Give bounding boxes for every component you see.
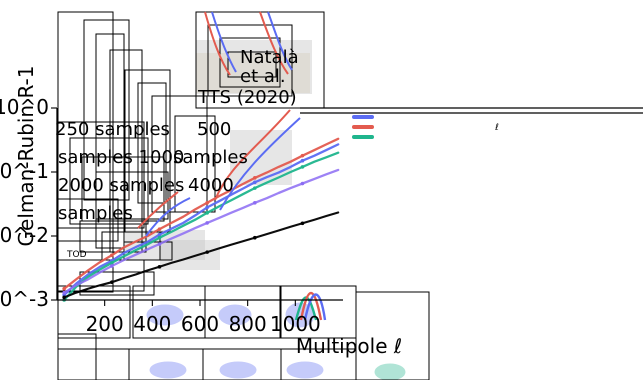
series-point-black-0 xyxy=(62,295,66,300)
x-tick-label-1: 400 xyxy=(133,312,171,336)
series-point-purple-12 xyxy=(205,221,209,225)
annotation-text-2: TTS (2020) xyxy=(197,87,297,108)
panel-box-7 xyxy=(174,115,216,213)
panel-box-29 xyxy=(207,24,293,97)
y-tick-label-3: 10^0 xyxy=(0,95,49,119)
series-layer xyxy=(62,11,340,321)
x-tick-label-0: 200 xyxy=(86,312,124,336)
x-tick-label-2: 600 xyxy=(181,312,219,336)
series-line-blue xyxy=(63,143,340,297)
panel-box-24 xyxy=(57,348,130,380)
series-point-green-20 xyxy=(300,165,305,169)
series-line-red xyxy=(63,137,340,290)
series-point-green-12 xyxy=(205,211,209,215)
series-point-blue-12 xyxy=(205,205,209,210)
series-point-red-4 xyxy=(110,253,114,258)
overlay-text-5: 4000 xyxy=(188,175,234,196)
panel-box-9 xyxy=(69,137,149,225)
panel-box-21 xyxy=(204,285,281,339)
x-tick-label-4: 1000 xyxy=(270,312,321,336)
overlay-text-4: 2000 samples xyxy=(58,175,184,196)
decorative-curve-5 xyxy=(219,117,301,211)
peak-curve-blue xyxy=(303,293,327,321)
contour-blob-6 xyxy=(374,363,406,380)
decorative-curve-4 xyxy=(214,109,291,201)
panel-box-1 xyxy=(83,19,130,201)
y-tick-label-2: 10^-1 xyxy=(0,159,49,183)
series-point-green-4 xyxy=(110,261,114,265)
decorative-curve-1 xyxy=(211,11,237,73)
series-point-green-16 xyxy=(253,186,257,190)
series-point-green-8 xyxy=(157,235,162,240)
top-axis-tick-label: ℓ xyxy=(494,123,499,133)
decorative-curve-0 xyxy=(204,11,231,76)
decorative-curve-3 xyxy=(267,11,293,71)
series-point-blue-16 xyxy=(253,180,257,185)
annotation-band xyxy=(196,53,310,93)
y-tick-label-0: 10^-3 xyxy=(0,287,49,311)
annotation-text-1: et al. xyxy=(240,66,286,87)
panel-box-23 xyxy=(355,291,430,380)
overlay-text-6: samples xyxy=(58,203,133,224)
series-point-red-20 xyxy=(300,153,305,158)
series-point-black-4 xyxy=(110,280,114,284)
overlay-text-3: samples xyxy=(173,147,248,168)
panel-box-31 xyxy=(227,51,277,78)
contour-blob-5 xyxy=(286,361,324,379)
contour-blob-0 xyxy=(146,304,184,326)
series-line-green xyxy=(63,151,340,302)
decorative-curve-2 xyxy=(259,11,289,75)
decorative-curve-6 xyxy=(137,191,179,229)
annotation-text-0: Natalà xyxy=(240,47,299,68)
shaded-block-2 xyxy=(160,240,220,270)
series-green xyxy=(62,151,340,302)
series-red xyxy=(62,137,340,291)
overlay-text-2: samples 1000 xyxy=(58,147,184,168)
overlay-text-0: 250 samples xyxy=(55,119,170,140)
panel-box-27 xyxy=(280,348,357,380)
tod-label: TOD xyxy=(66,250,87,260)
panel-box-19 xyxy=(57,333,97,380)
series-point-purple-0 xyxy=(62,290,66,295)
series-point-red-8 xyxy=(157,227,162,231)
series-line-black xyxy=(63,211,340,299)
contour-blob-3 xyxy=(149,361,187,379)
series-line-purple xyxy=(63,168,340,294)
x-axis-label: Multipole ℓ xyxy=(296,334,402,358)
series-point-black-8 xyxy=(157,265,162,269)
panel-box-8 xyxy=(57,121,145,229)
series-point-blue-20 xyxy=(300,158,305,163)
series-point-red-12 xyxy=(205,201,209,205)
contour-blob-1 xyxy=(218,304,252,326)
legend-layer xyxy=(352,115,374,139)
series-point-purple-20 xyxy=(300,181,305,186)
panel-box-12 xyxy=(57,198,119,242)
contour-blob-4 xyxy=(219,361,257,379)
axes-layer xyxy=(51,107,643,306)
peak-curve-red xyxy=(299,292,323,321)
panel-box-16 xyxy=(57,259,145,292)
series-point-purple-16 xyxy=(253,201,257,205)
series-black xyxy=(62,211,340,300)
series-blue xyxy=(62,143,340,297)
series-point-black-16 xyxy=(253,235,257,240)
y-axis-label: Gelman-Rubin R-1 xyxy=(14,66,38,247)
series-point-purple-4 xyxy=(110,264,114,268)
y-tick-label-1: 10^-2 xyxy=(0,223,49,247)
series-point-red-0 xyxy=(62,286,66,291)
overlay-base xyxy=(125,40,406,380)
series-point-blue-8 xyxy=(157,232,162,237)
decorative-curve-7 xyxy=(145,197,191,237)
x-tick-label-3: 800 xyxy=(229,312,267,336)
series-point-purple-8 xyxy=(157,242,162,246)
series-point-red-16 xyxy=(253,176,257,180)
series-point-black-12 xyxy=(205,250,209,254)
series-point-black-20 xyxy=(300,221,305,226)
overlay-text-1: 500 xyxy=(197,119,231,140)
series-purple xyxy=(62,168,340,295)
panel-box-11 xyxy=(95,171,169,220)
